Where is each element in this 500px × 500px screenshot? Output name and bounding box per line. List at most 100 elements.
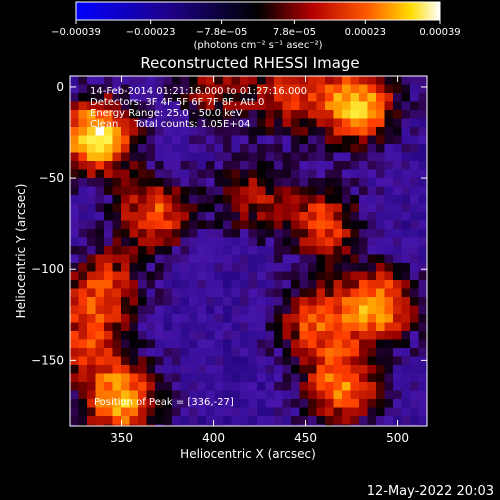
heat-cell [257,297,266,306]
heat-cell [206,339,215,348]
heat-cell [112,305,121,314]
heat-cell [316,84,325,93]
heat-cell [274,161,283,170]
heat-cell [393,246,402,255]
heat-cell [189,84,198,93]
heat-cell [121,144,130,153]
heat-cell [401,110,410,119]
heat-cell [146,416,155,425]
heat-cell [180,110,189,119]
heat-cell [248,237,257,246]
heat-cell [299,229,308,238]
heat-cell [231,110,240,119]
heat-cell [172,127,181,136]
heat-cell [325,416,334,425]
heat-cell [214,135,223,144]
heat-cell [155,399,164,408]
heat-cell [197,118,206,127]
heat-cell [359,169,368,178]
heat-cell [231,348,240,357]
heat-cell [376,203,385,212]
heat-cell [265,220,274,229]
heat-cell [393,407,402,416]
heat-cell [129,237,138,246]
heat-cell [282,382,291,391]
heat-cell [342,93,351,102]
heat-cell [189,178,198,187]
heat-cell [257,382,266,391]
heat-cell [104,135,113,144]
heat-cell [257,178,266,187]
heat-cell [214,348,223,357]
heat-cell [316,416,325,425]
y-tick-label: −100 [31,262,64,276]
heat-cell [189,254,198,263]
heat-cell [87,152,96,161]
heat-cell [367,135,376,144]
heat-cell [138,356,147,365]
annotation-detectors: Detectors: 3F 4F 5F 6F 7F 8F, Att 0 [90,97,265,108]
heat-cell [350,356,359,365]
heat-cell [367,399,376,408]
heat-cell [248,84,257,93]
heat-cell [384,93,393,102]
heat-cell [163,76,172,85]
heat-cell [146,348,155,357]
heat-cell [129,161,138,170]
heat-cell [257,263,266,272]
heat-cell [129,339,138,348]
heat-cell [206,178,215,187]
heat-cell [376,356,385,365]
heat-cell [359,84,368,93]
heat-cell [121,152,130,161]
heat-cell [342,399,351,408]
heat-cell [155,161,164,170]
heat-cell [316,186,325,195]
heat-cell [223,144,232,153]
heat-cell [189,416,198,425]
heat-cell [138,212,147,221]
heat-cell [223,288,232,297]
heat-cell [316,76,325,85]
heat-cell [240,407,249,416]
heat-cell [129,178,138,187]
heat-cell [308,424,317,426]
heat-cell [257,195,266,204]
heat-cell [342,229,351,238]
heat-cell [138,407,147,416]
heat-cell [231,280,240,289]
heat-cell [78,84,87,93]
heat-cell [206,305,215,314]
heat-cell [146,161,155,170]
heat-cell [223,161,232,170]
heat-cell [121,322,130,331]
heat-cell [104,144,113,153]
heat-cell [138,178,147,187]
heat-cell [163,101,172,110]
heat-cell [248,424,257,426]
heat-cell [350,390,359,399]
heat-cell [87,314,96,323]
heat-cell [401,127,410,136]
heat-cell [257,390,266,399]
heat-cell [248,382,257,391]
heat-cell [401,169,410,178]
heat-cell [316,101,325,110]
heat-cell [214,118,223,127]
heat-cell [359,424,368,426]
heat-cell [180,424,189,426]
heat-cell [240,399,249,408]
heat-cell [333,203,342,212]
heat-cell [70,229,79,238]
heat-cell [291,152,300,161]
heat-cell [325,339,334,348]
heat-cell [78,424,87,426]
heat-cell [112,135,121,144]
heat-cell [121,203,130,212]
heat-cell [393,339,402,348]
heat-cell [376,314,385,323]
heat-cell [333,101,342,110]
heat-cell [112,169,121,178]
heat-cell [240,101,249,110]
heat-cell [70,118,79,127]
